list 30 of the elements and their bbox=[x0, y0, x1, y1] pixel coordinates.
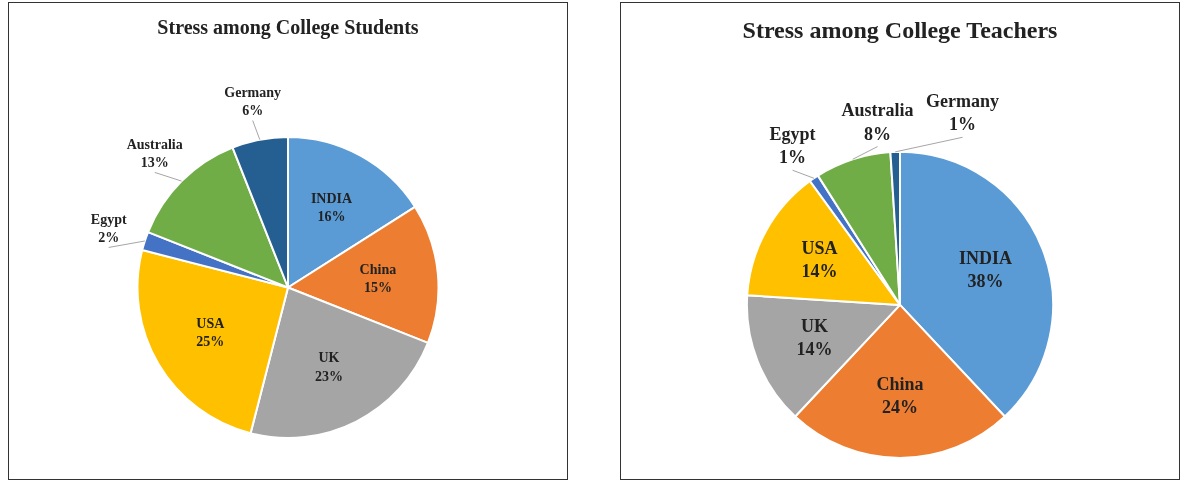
data-label: 23% bbox=[315, 368, 343, 384]
data-label: 24% bbox=[882, 397, 918, 418]
slice-label: USA bbox=[801, 237, 838, 258]
chart-title: Stress among College Students bbox=[157, 16, 419, 40]
slice-label: Australia bbox=[841, 100, 914, 121]
data-label: 8% bbox=[864, 123, 892, 144]
slice-label: UK bbox=[318, 350, 340, 366]
data-label: 25% bbox=[196, 334, 225, 350]
data-label: 15% bbox=[363, 279, 392, 295]
slice-label: Egypt bbox=[90, 211, 127, 227]
slice-label: Germany bbox=[926, 90, 1000, 111]
data-label: 14% bbox=[796, 339, 833, 360]
data-label: 14% bbox=[801, 261, 838, 281]
data-label: 1% bbox=[949, 114, 977, 135]
slice-label: China bbox=[876, 373, 924, 394]
data-label: 13% bbox=[140, 154, 169, 170]
slice-label: INDIA bbox=[958, 248, 1012, 269]
slice-label: INDIA bbox=[310, 190, 353, 206]
slice-label: Egypt bbox=[769, 123, 816, 144]
slice-label: Australia bbox=[126, 136, 183, 152]
data-label: 38% bbox=[967, 271, 1004, 292]
data-label: 16% bbox=[317, 209, 346, 225]
slice-label: UK bbox=[801, 315, 829, 336]
data-label: 6% bbox=[242, 103, 264, 119]
chart-title: Stress among College Teachers bbox=[742, 16, 1058, 43]
slice-label: China bbox=[359, 261, 397, 277]
slice-label: USA bbox=[196, 315, 226, 331]
slice-label: Germany bbox=[224, 84, 282, 100]
data-label: 2% bbox=[98, 229, 120, 245]
data-label: 1% bbox=[779, 147, 807, 168]
